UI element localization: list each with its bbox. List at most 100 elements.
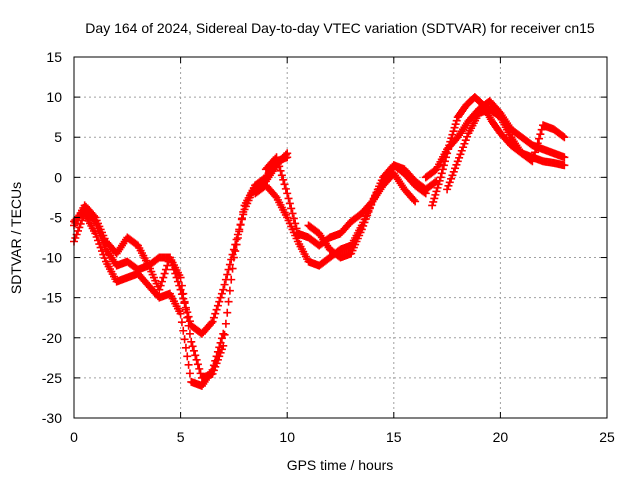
data-point xyxy=(223,308,232,317)
data-point xyxy=(455,153,464,162)
data-point xyxy=(173,277,182,286)
data-point xyxy=(185,329,194,338)
y-tick-label: -5 xyxy=(50,209,63,225)
series-sat-3 xyxy=(70,209,228,390)
data-point xyxy=(207,319,216,328)
data-point xyxy=(435,176,444,185)
data-point xyxy=(96,243,105,252)
data-point xyxy=(271,191,280,200)
data-point xyxy=(211,356,220,365)
data-point xyxy=(216,338,225,347)
data-point xyxy=(184,312,193,321)
data-point xyxy=(560,153,569,162)
data-point xyxy=(73,226,82,235)
data-point xyxy=(180,297,189,306)
data-point xyxy=(529,152,538,161)
data-point xyxy=(281,184,290,193)
data-point xyxy=(450,123,459,132)
data-point xyxy=(235,227,244,236)
data-point xyxy=(463,132,472,141)
data-point xyxy=(95,240,104,249)
data-point xyxy=(429,197,438,206)
data-point xyxy=(91,229,100,238)
x-tick-label: 20 xyxy=(493,429,509,445)
data-point xyxy=(184,360,193,369)
y-tick-label: -15 xyxy=(42,290,62,306)
data-point xyxy=(157,277,166,286)
data-point xyxy=(237,214,246,223)
data-point xyxy=(193,360,202,369)
chart-title: Day 164 of 2024, Sidereal Day-to-day VTE… xyxy=(85,20,595,36)
data-point xyxy=(223,270,232,279)
data-point xyxy=(196,369,205,378)
data-point xyxy=(285,199,294,208)
data-point xyxy=(430,194,439,203)
data-point xyxy=(213,301,222,310)
data-point xyxy=(185,369,194,378)
data-point xyxy=(192,355,201,364)
data-point xyxy=(239,207,248,216)
data-point xyxy=(195,364,204,373)
data-point xyxy=(291,219,300,228)
plot-frame xyxy=(73,56,608,419)
data-point xyxy=(272,153,281,162)
series-sat-9 xyxy=(443,105,569,194)
data-point xyxy=(292,224,301,233)
data-point xyxy=(208,365,217,374)
x-tick-label: 10 xyxy=(279,429,295,445)
data-point xyxy=(560,133,569,142)
data-point xyxy=(225,286,234,295)
data-point xyxy=(227,275,236,284)
data-point xyxy=(220,280,229,289)
data-point xyxy=(181,343,190,352)
data-point xyxy=(208,317,217,326)
data-point xyxy=(359,221,368,230)
data-point xyxy=(459,143,468,152)
data-point xyxy=(211,309,220,318)
data-point xyxy=(221,319,230,328)
data-point xyxy=(183,313,192,322)
y-tick-label: 10 xyxy=(46,89,62,105)
data-point xyxy=(451,164,460,173)
data-point xyxy=(228,264,237,273)
data-point xyxy=(409,195,418,204)
data-point xyxy=(560,161,569,170)
data-point xyxy=(99,250,108,259)
x-tick-label: 25 xyxy=(599,429,615,445)
data-point xyxy=(209,361,218,370)
data-point xyxy=(436,173,445,182)
data-point xyxy=(432,187,441,196)
data-point xyxy=(433,183,442,192)
data-point xyxy=(97,247,106,256)
data-point xyxy=(532,143,541,152)
data-point xyxy=(177,318,186,327)
data-point xyxy=(443,185,452,194)
data-point xyxy=(219,285,228,294)
data-point xyxy=(460,139,469,148)
data-point xyxy=(444,181,453,190)
data-point xyxy=(181,305,190,314)
data-point xyxy=(233,234,242,243)
data-point xyxy=(215,297,224,306)
data-point xyxy=(189,346,198,355)
data-point xyxy=(212,305,221,314)
data-point xyxy=(536,130,545,139)
data-point xyxy=(184,321,193,330)
data-point xyxy=(93,236,102,245)
data-point xyxy=(445,178,454,187)
y-tick-label: -10 xyxy=(42,250,62,266)
data-points xyxy=(70,93,569,390)
data-point xyxy=(357,225,366,234)
data-point xyxy=(528,157,537,166)
data-point xyxy=(229,245,238,254)
data-point xyxy=(283,153,292,162)
data-point xyxy=(213,347,222,356)
data-point xyxy=(461,136,470,145)
data-point xyxy=(457,146,466,155)
data-point xyxy=(365,204,374,213)
data-point xyxy=(288,209,297,218)
data-point xyxy=(533,139,542,148)
data-point xyxy=(217,334,226,343)
data-point xyxy=(179,289,188,298)
data-point xyxy=(188,342,197,351)
